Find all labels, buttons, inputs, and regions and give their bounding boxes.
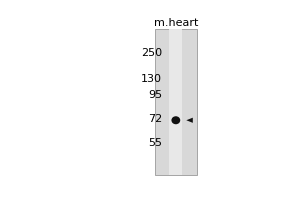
Ellipse shape (171, 116, 180, 124)
Text: 95: 95 (148, 90, 162, 100)
Bar (169, 29, 182, 175)
Text: 72: 72 (148, 114, 162, 124)
Text: m.heart: m.heart (154, 18, 198, 28)
Text: 55: 55 (148, 138, 162, 148)
Text: 130: 130 (141, 74, 162, 84)
Bar (155, 29, 197, 175)
Polygon shape (186, 118, 193, 123)
Text: 250: 250 (141, 48, 162, 58)
